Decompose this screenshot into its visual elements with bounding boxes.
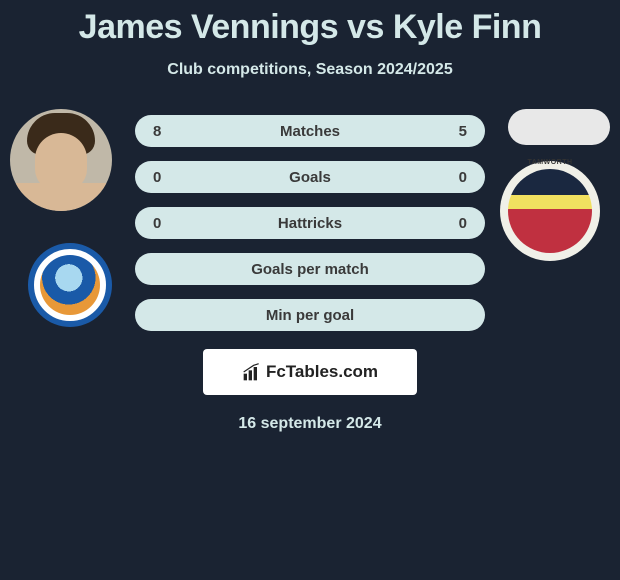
stat-right-value: 5 <box>427 123 467 140</box>
stat-label: Matches <box>193 123 427 140</box>
stat-row-goals: 0 Goals 0 <box>135 161 485 193</box>
stat-label: Goals per match <box>193 261 427 278</box>
club-badge-left <box>28 243 112 327</box>
player-right-avatar <box>508 109 610 145</box>
club-right-shield <box>508 169 592 253</box>
stat-right-value: 0 <box>427 215 467 232</box>
subtitle: Club competitions, Season 2024/2025 <box>0 61 620 79</box>
stat-label: Min per goal <box>193 307 427 324</box>
chart-icon <box>242 362 262 382</box>
stat-row-goals-per-match: Goals per match <box>135 253 485 285</box>
player-left-avatar <box>10 109 112 211</box>
club-badge-right: TAMWORTH <box>500 161 600 261</box>
comparison-area: TAMWORTH 8 Matches 5 0 Goals 0 0 Hattric… <box>0 109 620 433</box>
stat-rows: 8 Matches 5 0 Goals 0 0 Hattricks 0 Goal… <box>135 109 485 331</box>
stat-right-value: 0 <box>427 169 467 186</box>
date-text: 16 september 2024 <box>10 415 610 433</box>
club-right-label: TAMWORTH <box>527 159 572 166</box>
page-title: James Vennings vs Kyle Finn <box>0 0 620 47</box>
stat-label: Goals <box>193 169 427 186</box>
watermark: FcTables.com <box>203 349 417 395</box>
avatar-face-placeholder <box>10 109 112 211</box>
stat-row-hattricks: 0 Hattricks 0 <box>135 207 485 239</box>
stat-left-value: 0 <box>153 169 193 186</box>
stat-row-matches: 8 Matches 5 <box>135 115 485 147</box>
watermark-text: FcTables.com <box>266 362 378 382</box>
stat-left-value: 0 <box>153 215 193 232</box>
stat-row-min-per-goal: Min per goal <box>135 299 485 331</box>
stat-label: Hattricks <box>193 215 427 232</box>
stat-left-value: 8 <box>153 123 193 140</box>
